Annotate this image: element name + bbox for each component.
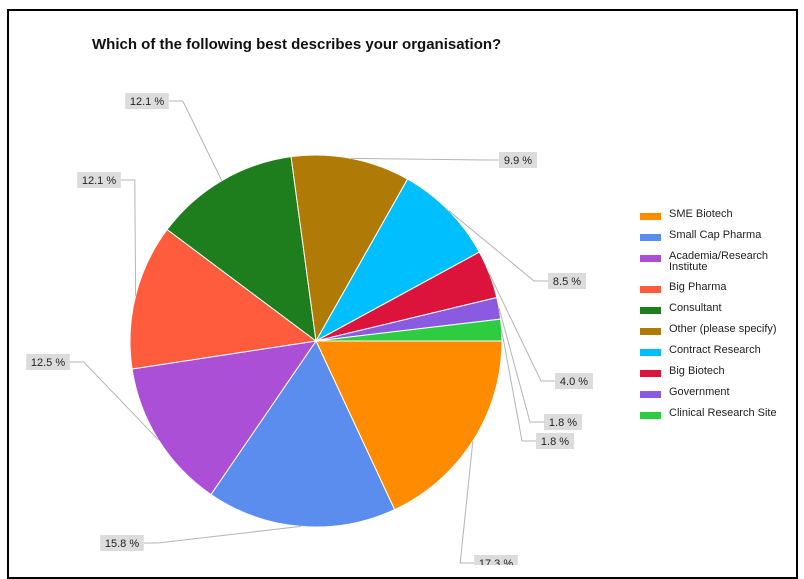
legend-swatch	[640, 286, 661, 293]
legend-item: Clinical Research Site	[640, 408, 800, 429]
legend-label: Government	[669, 386, 730, 398]
legend-item: Big Biotech	[640, 366, 800, 387]
legend-item: Other (please specify)	[640, 324, 800, 345]
data-label-box	[77, 172, 121, 188]
legend-label: Contract Research	[669, 344, 761, 356]
data-label: 12.1 %	[82, 175, 116, 187]
legend-swatch	[640, 412, 661, 419]
legend-label: Clinical Research Site	[669, 407, 777, 419]
legend-label: Other (please specify)	[669, 323, 777, 335]
legend-swatch	[640, 234, 661, 241]
data-label: 1.8 %	[541, 436, 569, 448]
legend-item: Consultant	[640, 303, 800, 324]
data-label: 15.8 %	[105, 538, 139, 550]
pie-slice	[166, 156, 317, 343]
data-label: 8.5 %	[553, 276, 581, 288]
legend-item: Contract Research	[640, 345, 800, 366]
legend-item: Small Cap Pharma	[640, 230, 800, 251]
legend-item: Government	[640, 387, 800, 408]
legend-label: SME Biotech	[669, 208, 733, 220]
data-label-box	[474, 555, 518, 565]
legend-swatch	[640, 349, 661, 356]
data-label-box	[499, 152, 537, 168]
data-label-box	[544, 414, 582, 430]
leader-line	[69, 361, 159, 441]
leader-line	[501, 329, 536, 442]
leader-line	[498, 308, 544, 423]
pie-slice	[129, 228, 318, 370]
leader-line	[120, 179, 137, 296]
pie-slice	[315, 340, 503, 511]
leader-line	[143, 525, 301, 544]
data-label-box	[548, 273, 586, 289]
leader-line	[448, 210, 548, 282]
legend-swatch	[640, 391, 661, 398]
chart-title: Which of the following best describes yo…	[92, 36, 502, 53]
legend-label: Consultant	[669, 302, 722, 314]
legend-swatch	[640, 213, 661, 220]
pie-chart: 17.3 % 15.8 % 12.5 % 12.1 % 12.1 % 9.9 % 8.5 %…	[26, 93, 593, 565]
pie-slice	[131, 340, 318, 496]
data-label: 17.3 %	[479, 558, 513, 565]
legend-swatch	[640, 307, 661, 314]
data-label: 1.8 %	[549, 417, 577, 429]
legend-item: Big Pharma	[640, 282, 800, 303]
leader-line	[351, 157, 499, 161]
legend-item: SME Biotech	[640, 209, 800, 230]
legend-label: Big Pharma	[669, 281, 727, 293]
legend-swatch	[640, 255, 661, 262]
legend-swatch	[640, 370, 661, 377]
data-label-box	[555, 373, 593, 389]
leader-line	[168, 100, 223, 181]
data-label-box	[536, 433, 574, 449]
leader-line	[459, 440, 475, 564]
data-label-box	[100, 535, 144, 551]
legend-swatch	[640, 328, 661, 335]
legend-label: Small Cap Pharma	[669, 229, 762, 241]
pie-slice	[210, 339, 396, 528]
data-label-box	[125, 93, 169, 109]
legend: SME Biotech Small Cap Pharma Academia/Re…	[640, 209, 800, 429]
data-label: 9.9 %	[504, 155, 532, 167]
legend-item: Academia/Research Institute	[640, 251, 800, 282]
legend-label: Academia/Research Institute	[669, 250, 769, 273]
data-label-box	[26, 354, 70, 370]
data-label: 12.1 %	[130, 96, 164, 108]
leader-line	[489, 273, 555, 382]
data-label: 4.0 %	[560, 376, 588, 388]
data-label: 12.5 %	[31, 357, 65, 369]
legend-label: Big Biotech	[669, 365, 725, 377]
pie-slice	[290, 154, 409, 343]
